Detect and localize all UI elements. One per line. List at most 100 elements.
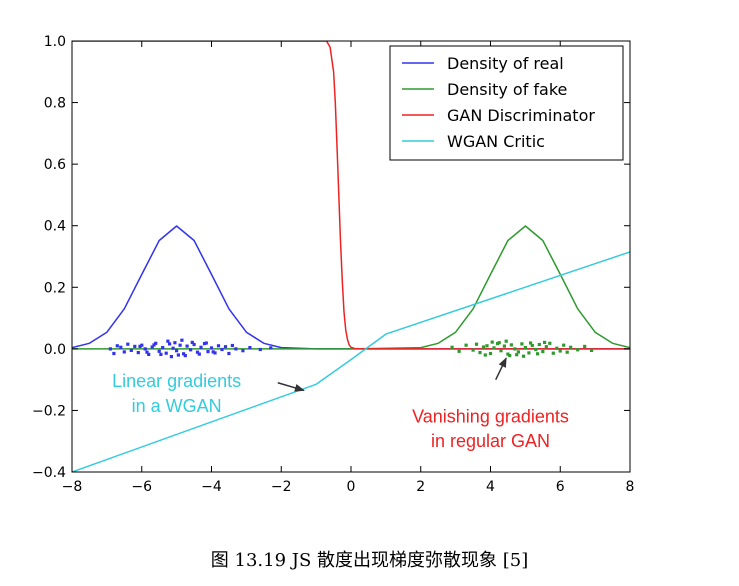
legend-label-fake: Density of fake — [447, 80, 567, 99]
x-tick-label: −8 — [62, 479, 83, 495]
y-tick-label: 0.6 — [44, 157, 66, 173]
scatter-point-fake — [522, 354, 526, 358]
scatter-point-fake — [548, 341, 552, 345]
series-line-real — [72, 225, 630, 350]
scatter-point-real — [154, 341, 158, 345]
scatter-point-real — [126, 342, 130, 346]
scatter-point-real — [220, 347, 224, 352]
scatter-point-real — [171, 346, 175, 350]
scatter-point-real — [145, 350, 149, 354]
x-tick-label: −6 — [131, 479, 152, 495]
scatter-point-real — [227, 351, 231, 356]
series-line-discriminator — [72, 41, 630, 350]
scatter-point-fake — [478, 351, 482, 355]
scatter-point-fake — [541, 350, 545, 354]
scatter-point-real — [197, 352, 201, 356]
scatter-point-real — [216, 344, 221, 348]
scatter-point-fake — [551, 351, 555, 355]
scatter-point-real — [108, 347, 112, 351]
scatter-point-real — [164, 351, 168, 355]
scatter-point-real — [138, 344, 142, 348]
scatter-point-fake — [495, 342, 500, 346]
scatter-point-real — [209, 346, 214, 350]
scatter-point-fake — [515, 353, 519, 357]
scatter-point-real — [211, 350, 215, 354]
annotation-text-critic: Linear gradients — [112, 371, 241, 391]
scatter-point-real — [159, 352, 163, 356]
scatter-point-fake — [471, 348, 475, 352]
scatter-point-fake — [558, 349, 562, 353]
scatter-point-real — [183, 354, 187, 358]
scatter-point-fake — [488, 351, 493, 356]
scatter-point-real — [173, 341, 177, 345]
series-line-critic — [72, 251, 630, 472]
scatter-point-fake — [520, 342, 524, 346]
scatter-point-fake — [457, 349, 461, 353]
scatter-point-fake — [490, 340, 494, 344]
x-tick-label: 4 — [486, 479, 495, 495]
legend-label-discriminator: GAN Discriminator — [447, 106, 595, 125]
scatter-point-real — [175, 349, 179, 353]
y-tick-label: −0.4 — [32, 465, 66, 481]
scatter-point-fake — [536, 352, 540, 356]
scatter-point-fake — [543, 340, 547, 344]
scatter-point-real — [129, 348, 133, 352]
legend-label-critic: WGAN Critic — [447, 132, 545, 151]
scatter-point-real — [152, 343, 156, 347]
scatter-point-real — [122, 350, 126, 354]
scatter-point-real — [168, 342, 172, 346]
scatter-point-real — [241, 349, 245, 353]
annotation-text-discriminator: in regular GAN — [431, 431, 550, 451]
scatter-point-fake — [485, 344, 489, 348]
scatter-point-fake — [504, 339, 508, 343]
y-tick-label: 0.4 — [44, 219, 66, 235]
x-tick-label: 2 — [416, 479, 425, 495]
scatter-point-real — [133, 344, 137, 348]
scatter-point-fake — [516, 350, 520, 354]
y-tick-label: 0.8 — [44, 96, 66, 112]
scatter-point-real — [176, 353, 180, 357]
scatter-point-real — [234, 347, 238, 351]
x-tick-label: −4 — [201, 479, 222, 495]
scatter-point-real — [182, 352, 186, 356]
series-layer — [72, 41, 630, 472]
annotation-text-discriminator: Vanishing gradients — [412, 407, 569, 427]
legend: Density of real Density of fake GAN Discri… — [389, 45, 624, 161]
ticks-layer: −8 −6 −4 −2 0 2 4 6 8 −0.4 −0.2 0.0 0.2 0.4 0.6 0.8 1.0 — [32, 34, 634, 495]
scatter-point-real — [136, 351, 140, 355]
scatter-point-real — [185, 344, 189, 348]
scatter-point-real — [269, 346, 273, 350]
series-line-fake — [72, 225, 630, 350]
y-tick-label: 0.2 — [44, 280, 66, 296]
scatter-point-real — [223, 345, 228, 349]
scatter-point-real — [112, 351, 116, 356]
chart: −8 −6 −4 −2 0 2 4 6 8−0.4−0.20.00.20.40.60.81.0 … — [32, 34, 634, 495]
scatter-point-real — [190, 340, 194, 344]
scatter-point-fake — [483, 353, 487, 357]
annotation-text-critic: in a WGAN — [132, 396, 222, 416]
scatter-point-real — [230, 343, 234, 348]
scatter-point-fake — [509, 343, 513, 347]
scatter-point-fake — [565, 350, 569, 354]
scatter-point-real — [143, 347, 147, 351]
scatter-point-real — [157, 349, 161, 353]
scatter-point-fake — [497, 341, 501, 345]
x-tick-label: 6 — [556, 479, 565, 495]
scatter-point-real — [115, 344, 119, 348]
scatter-point-fake — [569, 345, 573, 349]
scatter-point-real — [195, 350, 200, 354]
scatter-point-fake — [555, 346, 559, 350]
scatter-point-real — [204, 341, 208, 345]
x-tick-label: 0 — [347, 479, 356, 495]
scatter-point-real — [119, 345, 123, 349]
annotation-arrow-critic — [277, 382, 305, 392]
scatter-point-real — [192, 342, 196, 347]
scatter-point-real — [166, 339, 170, 343]
scatter-point-fake — [481, 345, 486, 349]
scatter-point-real — [140, 343, 144, 347]
legend-label-real: Density of real — [447, 54, 564, 73]
scatter-point-fake — [562, 343, 566, 347]
x-tick-label: −2 — [271, 479, 292, 495]
scatter-point-real — [206, 350, 210, 354]
scatter-point-fake — [499, 349, 503, 353]
